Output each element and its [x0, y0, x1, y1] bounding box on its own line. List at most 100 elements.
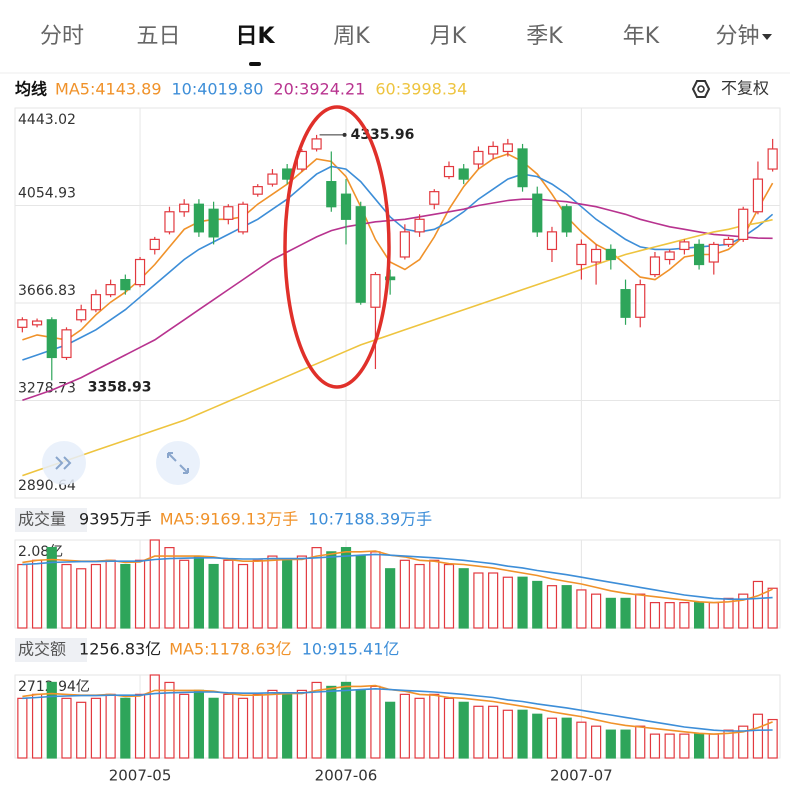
bar	[414, 697, 425, 759]
candle-body	[311, 138, 322, 150]
bar	[723, 597, 734, 629]
bar	[502, 576, 513, 629]
bar	[355, 555, 366, 629]
bar	[723, 729, 734, 759]
bar	[164, 547, 175, 629]
candle-body	[429, 191, 440, 205]
scroll-button[interactable]	[42, 441, 86, 485]
candle-body	[76, 309, 87, 321]
candle-body	[708, 243, 719, 263]
legend-entry: MA5:9169.13万手	[160, 510, 299, 529]
bar	[120, 563, 131, 629]
bar	[532, 713, 543, 759]
tab[interactable]: 年K	[623, 24, 660, 49]
candle-body	[134, 258, 146, 286]
candle-body	[561, 206, 572, 233]
tab[interactable]: 月K	[430, 24, 467, 49]
bar	[473, 705, 484, 759]
candle-body	[576, 243, 587, 266]
bar	[208, 697, 219, 759]
candle-body	[208, 208, 219, 238]
candle-body	[90, 294, 102, 311]
bar	[149, 539, 160, 629]
y-tick-label: 4443.02	[18, 112, 76, 128]
bar	[443, 697, 455, 759]
bar	[488, 572, 499, 629]
tab[interactable]: 分钟	[715, 24, 759, 49]
x-tick-label: 2007-05	[109, 767, 172, 785]
bar	[267, 689, 278, 759]
bar	[752, 713, 764, 759]
bar	[679, 733, 690, 759]
expand-button-bg[interactable]	[156, 441, 200, 485]
bar	[31, 559, 43, 629]
scroll-button-bg[interactable]	[42, 441, 86, 485]
candle-body	[46, 319, 57, 359]
candle-body	[738, 208, 749, 240]
bar	[414, 563, 425, 629]
bar	[517, 576, 528, 629]
legend-entry: MA5:4143.89	[55, 80, 161, 99]
bar	[767, 718, 778, 759]
candle-body	[179, 203, 190, 213]
dropdown-caret[interactable]	[762, 34, 772, 40]
ma-line	[22, 218, 773, 477]
legend-entry: 10:4019.80	[172, 80, 264, 99]
candle-body	[164, 211, 175, 233]
bar	[105, 559, 116, 629]
bar	[738, 593, 749, 629]
tab[interactable]: 分时	[40, 24, 84, 49]
bar	[664, 733, 675, 759]
bar	[561, 717, 572, 759]
tab-indicator	[249, 62, 261, 66]
candle-body	[414, 218, 425, 233]
tab[interactable]: 五日	[136, 24, 180, 49]
tab[interactable]: 日K	[235, 24, 275, 49]
bar	[458, 568, 469, 629]
y-tick-label: 3278.73	[18, 381, 76, 397]
bar	[693, 602, 705, 629]
candle-body	[502, 143, 513, 153]
bar	[399, 559, 410, 629]
candle-body	[679, 241, 690, 251]
bar	[179, 693, 190, 759]
bar	[738, 725, 749, 759]
bar	[223, 559, 234, 629]
bar	[679, 602, 690, 629]
candle-body	[223, 206, 234, 220]
panel-value: 9395万手	[79, 510, 152, 529]
bar	[429, 559, 440, 629]
bar	[370, 685, 381, 759]
tab[interactable]: 季K	[526, 24, 563, 49]
panel-title: 均线	[15, 80, 47, 99]
bar	[223, 693, 234, 759]
candle-body	[252, 186, 263, 195]
bar	[149, 674, 160, 759]
candle-body	[17, 319, 28, 328]
candle-body	[546, 231, 558, 251]
bar	[385, 701, 396, 759]
highlight-ellipse	[283, 105, 391, 389]
bar	[620, 729, 631, 759]
expand-button[interactable]	[156, 441, 200, 485]
bar	[311, 681, 322, 759]
bar	[90, 563, 102, 629]
amount-title-box	[15, 638, 87, 662]
bar	[326, 685, 337, 759]
candle-body	[649, 256, 661, 276]
candle-body	[385, 276, 396, 281]
candle-body	[443, 165, 455, 178]
adjust-label[interactable]: 不复权	[721, 79, 769, 98]
candle-body	[105, 284, 116, 296]
candle-body	[635, 284, 646, 318]
bar	[17, 563, 28, 629]
candle-body	[120, 278, 131, 291]
bar	[488, 705, 499, 759]
bar	[620, 597, 631, 629]
tab[interactable]: 周K	[333, 24, 370, 49]
candle-body	[149, 238, 160, 251]
adjust-icon[interactable]	[691, 80, 711, 98]
candle-body	[267, 173, 278, 185]
candle-body	[473, 150, 484, 165]
bar	[17, 697, 28, 759]
